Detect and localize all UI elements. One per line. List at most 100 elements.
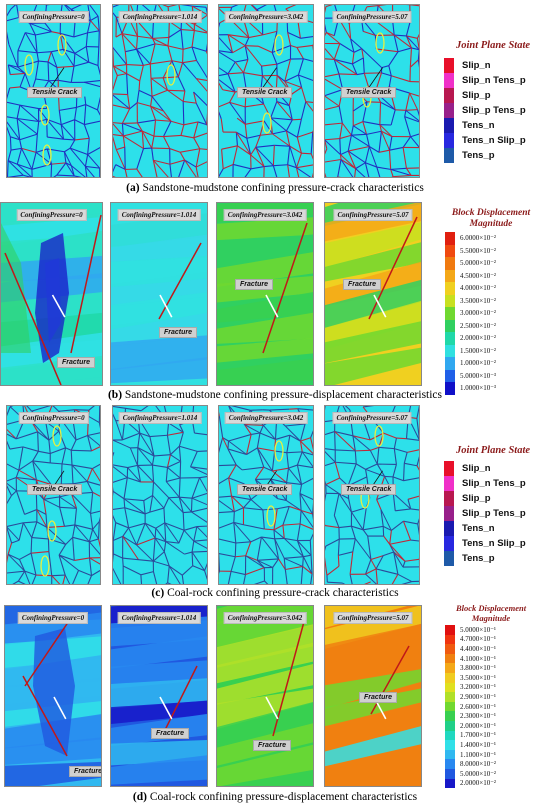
legend-item: Tens_p [444, 148, 526, 163]
legend-item: Slip_p Tens_p [444, 103, 526, 118]
joint-line [56, 174, 75, 177]
joint-line [25, 32, 36, 36]
joint-line [348, 145, 370, 152]
joint-line [182, 46, 193, 50]
joint-line [219, 495, 232, 498]
joint-line [18, 559, 26, 572]
crack-lines [325, 406, 419, 584]
displacement-zone [111, 700, 207, 724]
joint-line [325, 451, 336, 463]
joint-line [233, 511, 235, 523]
colorbar-label: 4.4000×10⁻¹ [460, 644, 496, 653]
joint-line [272, 145, 275, 166]
joint-line [184, 551, 193, 555]
joint-legend-title: Joint Plane State [455, 40, 531, 51]
legend-item: Slip_n Tens_p [444, 73, 526, 88]
joint-line [402, 136, 411, 148]
joint-line [60, 124, 65, 140]
displacement-zone [111, 257, 207, 285]
joint-line [65, 447, 72, 451]
joint-line [63, 151, 67, 163]
joint-line [113, 12, 117, 18]
joint-line [353, 121, 364, 127]
joint-line [86, 468, 93, 482]
colorbar-item: 2.6000×10⁻¹ [445, 701, 496, 712]
joint-line [85, 104, 98, 111]
joint-line [16, 118, 38, 135]
joint-line [394, 34, 407, 37]
joint-line [51, 574, 66, 577]
joint-line [58, 554, 75, 561]
joint-line [376, 499, 382, 510]
joint-line [71, 165, 86, 177]
joint-line [56, 67, 59, 81]
joint-line [113, 175, 116, 177]
joint-line [22, 522, 33, 538]
joint-line [143, 500, 146, 514]
joint-line [204, 562, 207, 571]
panel-c4: ConfiningPressure=5.07 Tensile Crack [324, 405, 420, 585]
joint-line [355, 168, 366, 177]
displacement-zone [217, 606, 294, 625]
joint-line [300, 35, 313, 39]
joint-line [164, 522, 167, 542]
joint-line [250, 166, 265, 170]
joint-line [36, 479, 52, 486]
joint-line [286, 435, 291, 453]
joint-line [164, 522, 180, 544]
displacement-map-b3 [217, 203, 313, 385]
joint-legend-c: Slip_n Slip_n Tens_p Slip_p Slip_p Tens_p Te… [444, 461, 526, 566]
joint-line [163, 136, 171, 149]
joint-line [285, 423, 306, 427]
joint-line [18, 460, 34, 471]
legend-swatch [444, 551, 454, 566]
joint-line [270, 101, 278, 119]
joint-line [51, 48, 64, 53]
joint-line [136, 523, 146, 546]
joint-line [169, 164, 172, 177]
joint-line [181, 575, 185, 584]
joint-line [391, 574, 399, 584]
joint-line [191, 46, 198, 61]
legend-title-line2: Magnitude [471, 613, 511, 623]
joint-line [405, 35, 412, 49]
joint-line [113, 464, 128, 469]
joint-line [113, 439, 131, 449]
joint-line [287, 164, 297, 169]
joint-line [382, 525, 392, 531]
joint-line [113, 452, 115, 457]
joint-line [30, 537, 33, 554]
joint-line [181, 565, 194, 576]
tensile-crack-outline [266, 505, 276, 527]
joint-line [168, 496, 180, 499]
joint-line [167, 5, 178, 8]
joint-line [87, 30, 100, 34]
joint-line [122, 535, 137, 546]
panel-b4: ConfiningPressure=5.07 Fracture [324, 202, 422, 386]
joint-line [362, 121, 368, 135]
joint-line [370, 446, 380, 451]
joint-line [409, 92, 419, 97]
joint-line [87, 5, 91, 21]
displacement-zone [111, 292, 207, 326]
colorbar-item: 5.0000×10⁻² [445, 768, 496, 779]
joint-line [228, 464, 237, 479]
colorbar-swatch [445, 720, 455, 731]
joint-line [71, 449, 92, 452]
fracture-line [4, 252, 62, 385]
displacement-legend-title: Block Displacement Magnitude [432, 603, 550, 623]
joint-line [199, 476, 207, 479]
confining-pressure-label: ConfiningPressure=0 [16, 209, 87, 221]
joint-line [97, 109, 100, 116]
joint-line [228, 477, 245, 485]
joint-line [378, 149, 390, 153]
joint-line [380, 509, 392, 531]
legend-item: Slip_n [444, 58, 526, 73]
displacement-map-b2 [111, 203, 207, 385]
joint-line [19, 104, 40, 122]
joint-line [52, 406, 60, 412]
joint-line [136, 168, 143, 177]
displacement-colorbar-b: 6.0000×10⁻² 5.5000×10⁻² 5.0000×10⁻² 4.5000×… [445, 232, 496, 395]
confining-pressure-label: ConfiningPressure=5.07 [333, 612, 413, 624]
colorbar-swatch [445, 232, 455, 245]
